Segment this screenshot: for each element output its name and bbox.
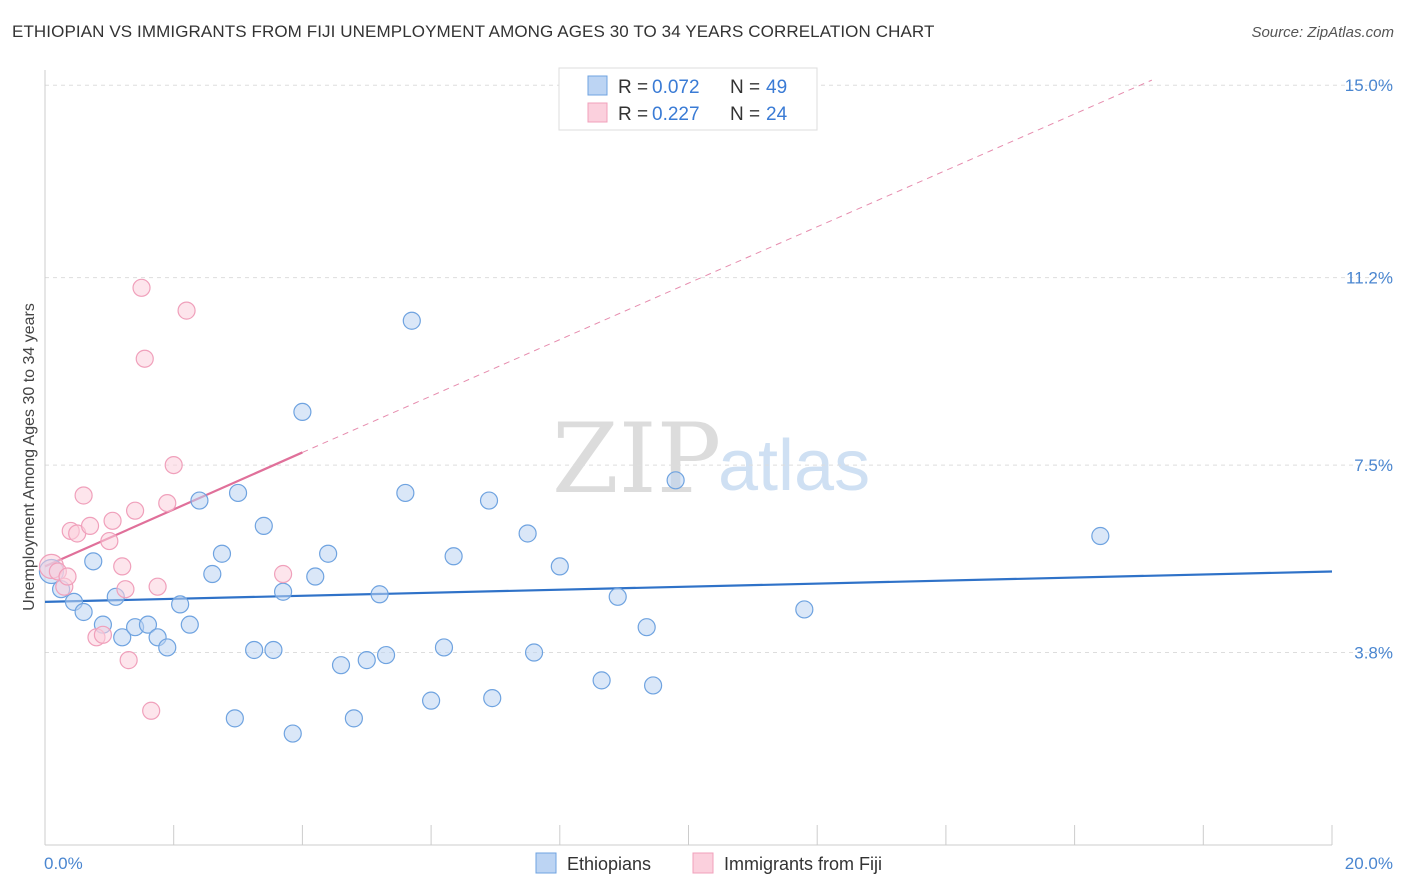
source-label: Source: ZipAtlas.com <box>1251 24 1394 41</box>
y-tick-label: 3.8% <box>1354 644 1393 663</box>
bottom-legend-fiji: Immigrants from Fiji <box>724 854 882 874</box>
bottom-legend: Ethiopians Immigrants from Fiji <box>535 852 882 874</box>
ethiopian-point <box>113 628 132 647</box>
bottom-legend-swatch-fiji <box>692 852 714 874</box>
legend-n-value: 24 <box>766 104 788 125</box>
fiji-point <box>113 557 132 576</box>
grid-lines <box>45 84 1392 654</box>
ethiopian-point <box>483 689 502 708</box>
ethiopian-point <box>254 516 273 535</box>
ethiopian-point <box>212 544 232 563</box>
fiji-point <box>273 564 293 584</box>
ethiopian-point <box>228 483 248 503</box>
legend-r-value: 0.227 <box>652 104 700 125</box>
ethiopian-trend-line <box>44 570 1333 603</box>
ethiopian-point <box>319 544 338 563</box>
ethiopian-point <box>74 602 93 622</box>
legend-swatch-ethiopians <box>587 75 608 96</box>
y-tick-label: 15.0% <box>1345 76 1393 95</box>
ethiopian-point <box>306 567 325 586</box>
ethiopian-point <box>273 582 293 601</box>
ethiopian-point <box>190 491 209 510</box>
x-tick-label-min: 0.0% <box>44 854 83 873</box>
ethiopian-point <box>550 557 569 576</box>
fiji-point <box>142 701 161 720</box>
ethiopian-point <box>84 552 103 571</box>
bottom-legend-ethiopians: Ethiopians <box>567 854 651 874</box>
ethiopian-point <box>795 600 814 619</box>
legend-box: R = 0.072 N = 49 R = 0.227 N = 24 <box>558 67 818 131</box>
ethiopian-point <box>637 618 656 637</box>
watermark-atlas: atlas <box>718 426 870 506</box>
legend-n-label: N = <box>730 77 760 98</box>
legend-n-label: N = <box>730 104 760 125</box>
fiji-point <box>119 651 138 670</box>
x-axis-ticks <box>44 825 1333 845</box>
fiji-trend-line-extended <box>302 79 1153 453</box>
ethiopian-point <box>666 471 685 490</box>
ethiopian-point <box>344 709 363 728</box>
trend-lines <box>44 79 1333 603</box>
legend-r-label: R = <box>618 77 648 98</box>
ethiopian-point <box>592 671 611 690</box>
ethiopian-point <box>524 643 544 662</box>
ethiopian-point <box>138 615 158 634</box>
y-tick-label: 7.5% <box>1354 456 1393 475</box>
ethiopian-point <box>283 724 302 743</box>
ethiopian-point <box>376 645 396 665</box>
legend-swatch-fiji <box>587 102 608 123</box>
watermark-zip: ZIP <box>552 403 721 515</box>
legend-n-value: 49 <box>766 77 787 98</box>
ethiopian-point <box>396 483 415 503</box>
fiji-point <box>135 349 154 368</box>
fiji-point <box>80 516 100 535</box>
data-points <box>38 278 1110 743</box>
fiji-point <box>164 455 183 475</box>
ethiopian-point <box>518 524 537 543</box>
ethiopian-point <box>1091 526 1110 546</box>
fiji-point <box>93 625 113 644</box>
ethiopian-point <box>357 651 376 670</box>
fiji-point <box>177 301 196 320</box>
ethiopian-point <box>422 691 441 710</box>
ethiopian-point <box>331 656 351 675</box>
fiji-point <box>74 486 93 505</box>
y-tick-labels: 3.8% 7.5% 11.2% 15.0% <box>1345 76 1393 662</box>
fiji-point <box>148 577 167 596</box>
fiji-point <box>58 567 77 586</box>
fiji-point <box>100 531 119 551</box>
ethiopian-point <box>444 547 463 566</box>
ethiopian-point <box>158 638 177 657</box>
ethiopian-point <box>608 587 627 606</box>
fiji-point <box>132 278 151 297</box>
ethiopian-point <box>180 615 199 634</box>
fiji-point <box>116 580 135 599</box>
ethiopian-point <box>644 676 663 695</box>
y-tick-label: 11.2% <box>1346 269 1393 288</box>
fiji-point <box>103 511 122 530</box>
ethiopian-point <box>293 402 312 422</box>
ethiopian-point <box>171 595 190 614</box>
ethiopian-point <box>434 638 454 657</box>
ethiopian-point <box>264 640 283 660</box>
legend-r-label: R = <box>618 104 648 125</box>
ethiopian-point <box>203 564 222 584</box>
ethiopian-point <box>402 311 421 330</box>
bottom-legend-swatch-ethiopians <box>535 852 557 874</box>
x-tick-label-max: 20.0% <box>1345 854 1393 873</box>
y-axis-label: Unemployment Among Ages 30 to 34 years <box>21 303 38 611</box>
ethiopian-point <box>479 491 499 510</box>
legend-r-value: 0.072 <box>652 77 700 98</box>
ethiopian-point <box>245 640 264 660</box>
ethiopian-point <box>370 585 389 604</box>
fiji-point <box>125 501 145 520</box>
fiji-point <box>158 493 177 513</box>
ethiopian-point <box>225 709 244 728</box>
chart-title: ETHIOPIAN VS IMMIGRANTS FROM FIJI UNEMPL… <box>12 22 935 41</box>
